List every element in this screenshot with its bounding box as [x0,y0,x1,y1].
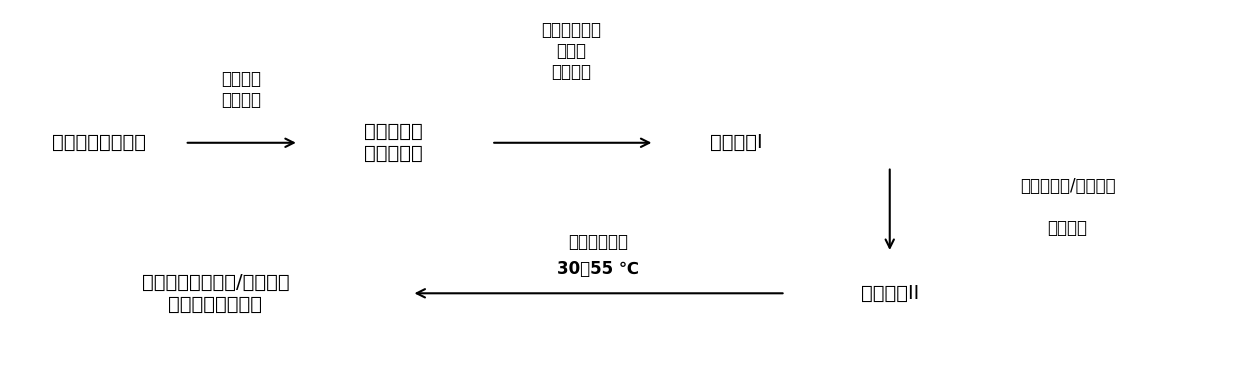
Text: 疏水性药物/有机溶剂

低温搅拌: 疏水性药物/有机溶剂 低温搅拌 [1019,177,1115,237]
Text: 混合体系I: 混合体系I [711,133,763,152]
Text: 泊洛沙姆系列
聚合物
低温搅拌: 泊洛沙姆系列 聚合物 低温搅拌 [541,21,601,81]
Text: 两亲性多糖衍生物: 两亲性多糖衍生物 [52,133,146,152]
Text: 30～55 ℃: 30～55 ℃ [557,261,639,279]
Text: 两亲性多糖衍生物/泊洛沙姆
温敏型原位水凝胶: 两亲性多糖衍生物/泊洛沙姆 温敏型原位水凝胶 [141,273,289,314]
Text: 挥发有机溶剂: 挥发有机溶剂 [568,233,627,251]
Text: 缓冲溶液
加热搅拌: 缓冲溶液 加热搅拌 [221,70,262,109]
Text: 混合体系II: 混合体系II [861,284,919,303]
Text: 两亲性多糖
衍生物溶液: 两亲性多糖 衍生物溶液 [363,122,423,163]
